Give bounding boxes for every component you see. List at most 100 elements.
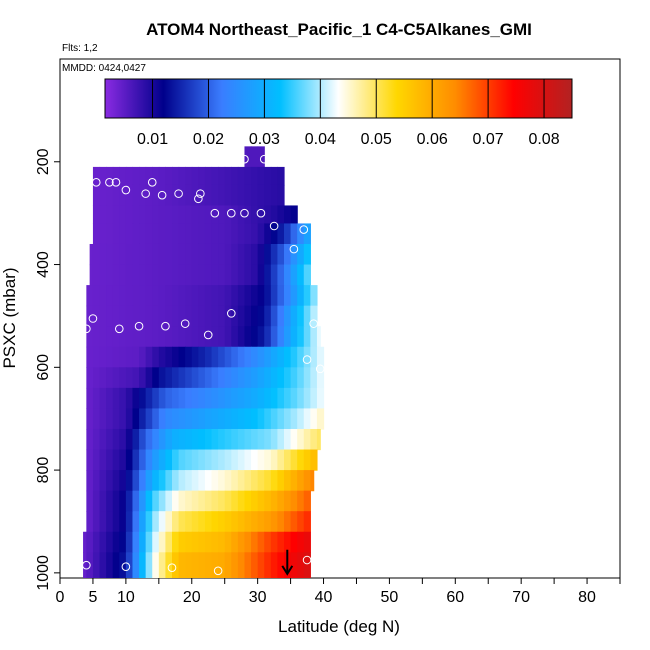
heatmap-cell: [277, 511, 285, 533]
heatmap-cell: [264, 264, 272, 286]
heatmap-cell: [86, 387, 94, 410]
heatmap-cell: [185, 552, 193, 578]
heatmap-cell: [178, 264, 186, 286]
heatmap-cell: [316, 408, 325, 430]
observation-point: [157, 190, 167, 200]
heatmap-cell: [152, 305, 160, 327]
heatmap-cell: [158, 264, 167, 286]
heatmap-cell: [112, 243, 120, 266]
heatmap-cell: [86, 326, 94, 348]
heatmap-cell: [172, 428, 180, 451]
heatmap-cell: [165, 264, 173, 286]
heatmap-cell: [165, 243, 173, 266]
heatmap-cell: [303, 223, 311, 245]
heatmap-cell: [257, 223, 265, 245]
heatmap-cell: [204, 511, 213, 533]
heatmap-cell: [237, 166, 246, 186]
heatmap-cell: [237, 264, 246, 286]
heatmap-cell: [290, 490, 298, 512]
heatmap-cell: [310, 470, 315, 492]
heatmap-cell: [297, 305, 305, 327]
heatmap-cell: [178, 243, 186, 266]
y-axis-label: PSXC (mbar): [0, 267, 19, 368]
heatmap-cell: [112, 408, 120, 430]
heatmap-cell: [204, 305, 213, 327]
heatmap-cell: [158, 346, 167, 368]
heatmap-cell: [204, 346, 213, 368]
heatmap-cell: [92, 243, 101, 266]
heatmap-cell: [119, 326, 127, 348]
heatmap-cell: [270, 470, 279, 492]
heatmap-cell: [211, 223, 219, 245]
heatmap-cell: [244, 166, 252, 186]
heatmap-cell: [244, 449, 252, 471]
heatmap-cell: [191, 243, 199, 266]
heatmap-cell: [125, 449, 134, 471]
heatmap-cell: [178, 428, 186, 451]
heatmap-cells: [83, 146, 325, 578]
heatmap-cell: [231, 408, 239, 430]
heatmap-cell: [218, 428, 226, 451]
heatmap-cell: [99, 490, 107, 512]
heatmap-cell: [145, 531, 153, 553]
heatmap-cell: [191, 511, 199, 533]
heatmap-cell: [218, 184, 226, 207]
observation-point: [180, 319, 190, 328]
heatmap-cell: [158, 428, 167, 451]
heatmap-cell: [112, 531, 120, 553]
heatmap-cell: [284, 205, 292, 225]
heatmap-cell: [92, 285, 101, 307]
heatmap-cell: [297, 511, 305, 533]
heatmap-cell: [92, 470, 101, 492]
heatmap-cell: [218, 205, 226, 225]
x-tick-label: 10: [117, 589, 135, 606]
heatmap-cell: [165, 326, 173, 348]
heatmap-cell: [204, 428, 213, 451]
heatmap-cell: [185, 346, 193, 368]
heatmap-cell: [165, 428, 173, 451]
observation-point: [240, 208, 249, 218]
colorbar-tick-label: 0.03: [249, 131, 280, 148]
heatmap-cell: [297, 285, 305, 307]
heatmap-cell: [310, 346, 318, 368]
heatmap-cell: [270, 285, 279, 307]
heatmap-cell: [145, 205, 153, 225]
heatmap-cell: [251, 511, 259, 533]
heatmap-cell: [277, 285, 285, 307]
heatmap-cell: [290, 449, 298, 471]
observation-point: [121, 562, 131, 571]
heatmap-cell: [152, 531, 160, 553]
heatmap-cell: [257, 264, 265, 286]
heatmap-cell: [211, 531, 219, 553]
heatmap-cell: [204, 285, 213, 307]
heatmap-cell: [185, 531, 193, 553]
observation-point: [302, 355, 312, 364]
observation-point: [240, 154, 249, 164]
heatmap-cell: [290, 552, 298, 578]
x-tick-label: 60: [446, 589, 464, 606]
heatmap-cell: [231, 449, 239, 471]
heatmap-cell: [257, 408, 265, 430]
heatmap-cell: [211, 367, 219, 389]
heatmap-cell: [125, 470, 134, 492]
heatmap-cell: [204, 449, 213, 471]
heatmap-cell: [270, 387, 279, 410]
heatmap-cell: [119, 470, 127, 492]
heatmap-cell: [218, 305, 226, 327]
heatmap-cell: [178, 511, 186, 533]
heatmap-cell: [152, 205, 160, 225]
heatmap-cell: [303, 367, 311, 389]
heatmap-cell: [257, 387, 265, 410]
heatmap-cell: [270, 490, 279, 512]
heatmap-cell: [92, 449, 101, 471]
heatmap-cell: [270, 166, 279, 186]
colorbar-tick-label: 0.01: [137, 131, 168, 148]
heatmap-cell: [251, 166, 259, 186]
y-tick-label: 1000: [35, 555, 52, 591]
heatmap-cell: [145, 243, 153, 266]
heatmap-cell: [303, 346, 311, 368]
heatmap-cell: [290, 205, 298, 225]
heatmap-cell: [264, 205, 272, 225]
heatmap-cell: [178, 408, 186, 430]
